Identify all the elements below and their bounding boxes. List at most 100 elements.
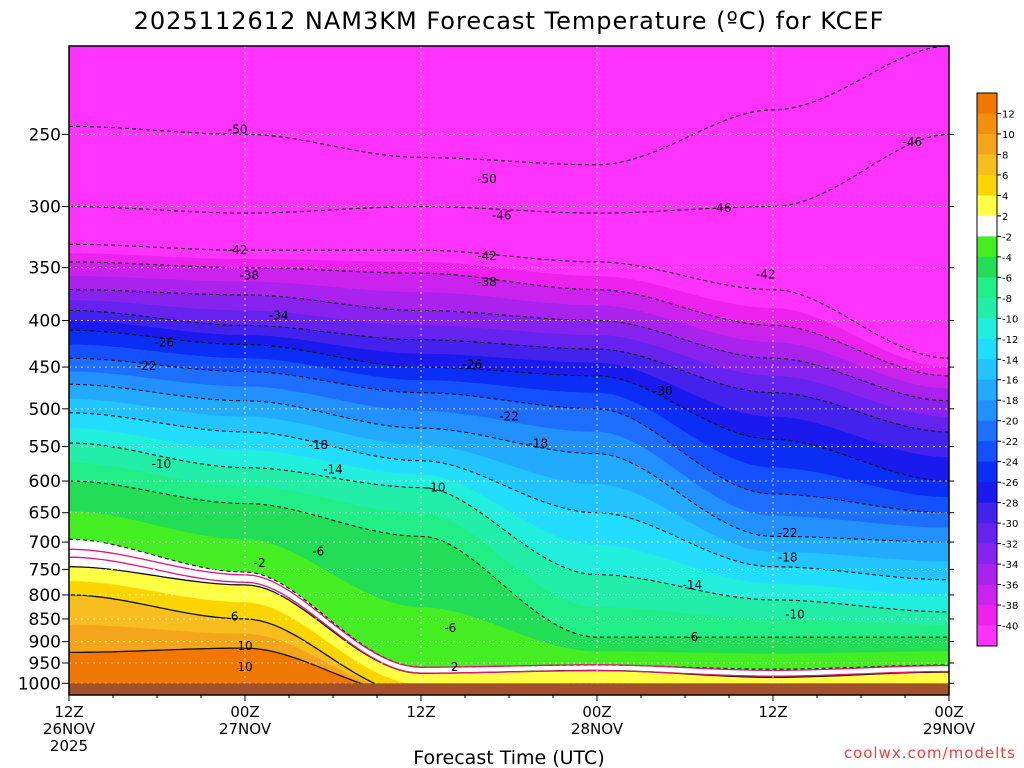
colorbar-swatch [977,297,997,319]
contour-label: -38 [240,268,260,282]
contour-label: -46 [712,201,732,215]
contour-label: -14 [323,463,343,477]
colorbar-swatch [977,400,997,422]
colorbar-label: -20 [1002,417,1018,428]
isotherm--10 [69,442,949,613]
x-tick-label: 27NOV [219,720,272,738]
y-tick-label: 850 [29,610,61,630]
colorbar-label: 6 [1002,171,1008,182]
colorbar-swatch [977,420,997,442]
colorbar-label: -10 [1002,314,1018,325]
contour-labels: -50-50-46-46-46-42 -42-42-38 -38-34-30-26-… [137,123,922,675]
colorbar-swatch [977,174,997,196]
colorbar-swatch [977,379,997,401]
contour-label: -38 [477,275,497,289]
colorbar-label: -4 [1002,253,1012,264]
color-legend: 12 10 8 6 4 2 -2 -4 -6 -8 -10 -12 -14 -16 -18 -20 -22 -24… [976,92,1018,647]
colorbar-label: 10 [1002,130,1015,141]
isotherm-contours [69,46,949,695]
colorbar-swatch [977,256,997,278]
colorbar-label: -22 [1002,437,1018,448]
isotherm-6 [69,594,419,695]
contour-label: -50 [228,123,248,137]
colorbar-swatch [977,154,997,176]
colorbar-label: -36 [1002,581,1018,592]
colorbar-label: -12 [1002,335,1018,346]
isotherm--42 [69,243,949,359]
isotherm--14 [69,412,949,581]
chart-title: 2025112612 NAM3KM Forecast Temperature (… [134,7,885,35]
contour-label: -22 [778,526,798,540]
colorbar-swatch [977,584,997,606]
contour-label: -22 [499,410,519,424]
contour-label: -6 [444,621,456,635]
colorbar-label: -24 [1002,458,1018,469]
colorbar-swatch [977,441,997,463]
colorbar-swatch [977,318,997,340]
colorbar-swatch [977,277,997,299]
contour-label: -22 [137,359,157,373]
y-tick-label: 800 [29,586,61,606]
y-tick-label: 750 [29,560,61,580]
contour-label: -30 [653,384,673,398]
colorbar-swatch [977,338,997,360]
colorbar-label: -16 [1002,376,1018,387]
colorbar-label: -40 [1002,622,1018,633]
contour-label: -46 [492,209,512,223]
contour-label: -26 [155,336,175,350]
y-tick-label: 450 [29,358,61,378]
y-tick-label: 1000 [18,674,61,694]
isotherm--26 [69,329,949,482]
colorbar-label: -14 [1002,355,1018,366]
x-tick-label: 12Z [54,703,83,721]
contour-label: -50 [477,172,497,186]
colorbar-swatch [977,236,997,258]
contour-label: -18 [309,438,329,452]
isotherm--34 [69,289,949,402]
contour-label: -18 [778,551,798,565]
colorbar-swatch [977,605,997,627]
x-tick-label: 28NOV [571,720,624,738]
colorbar-label: 4 [1002,191,1008,202]
x-tick-label: 00Z [582,703,611,721]
x-tick-label: 26NOV [43,720,96,738]
isotherm--30 [69,309,949,433]
colorbar-label: -2 [1002,232,1012,243]
colorbar-swatch [977,543,997,565]
isotherm-10 [69,647,418,695]
y-tick-label: 550 [29,438,61,458]
colorbar-label: -28 [1002,499,1018,510]
contour-label: -46 [903,135,923,149]
colorbar-swatch [977,523,997,545]
isotherm--22 [69,357,949,514]
colorbar-swatch [977,625,997,647]
contour-label: 2 [451,660,459,674]
contour-label: -42 [756,267,776,281]
isotherm--18 [69,383,949,543]
colorbar-swatch [977,195,997,217]
contour-label: -10 [152,457,172,471]
colorbar-label: -30 [1002,519,1018,530]
colorbar-swatch [977,113,997,135]
x-tick-label: 29NOV [923,720,976,738]
contour-label: -14 [683,578,703,592]
colorbar-label: 2 [1002,212,1008,223]
contour-label: -6 [312,545,324,559]
colorbar-label: -26 [1002,478,1018,489]
colorbar-label: -18 [1002,396,1018,407]
pressure-axis: 250 300 350 400 450 500 550 600 650 700 750 800 850 9… [18,125,954,694]
x-tick-label: 2025 [50,737,88,755]
colorbar-swatch [977,93,997,114]
contour-label: 10 [237,639,252,653]
y-tick-label: 900 [29,633,61,653]
colorbar-label: -6 [1002,273,1012,284]
y-tick-label: 300 [29,198,61,218]
colorbar-swatch [977,359,997,381]
contour-label: -10 [785,607,805,621]
colorbar-label: -34 [1002,560,1018,571]
x-tick-label: 12Z [758,703,787,721]
plot-area: -50-50-46-46-46-42 -42-42-38 -38-34-30-26-… [69,46,949,695]
band-12 [69,648,949,695]
